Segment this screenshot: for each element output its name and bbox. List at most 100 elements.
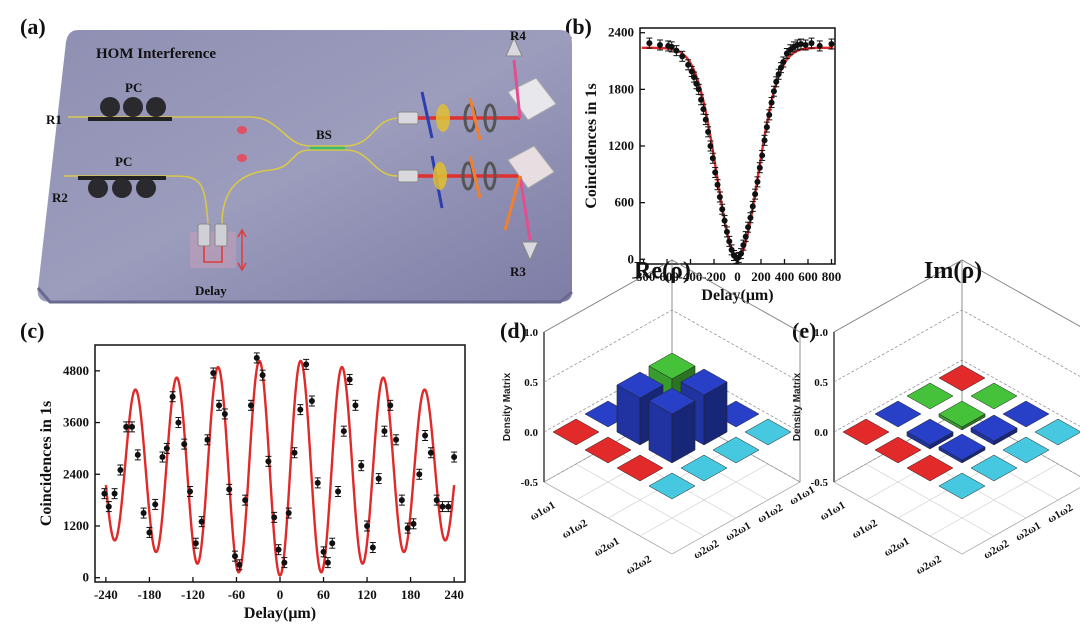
z-tick-label: 0.5 xyxy=(814,377,828,389)
data-point xyxy=(247,402,254,409)
pc1-paddle xyxy=(123,97,143,117)
data-point xyxy=(253,354,260,361)
density-bar xyxy=(1034,418,1080,446)
panel-label-c: (c) xyxy=(20,318,45,343)
data-point xyxy=(749,203,756,210)
data-point xyxy=(175,419,182,426)
density-bar xyxy=(1002,436,1050,464)
x-tick-label: 800 xyxy=(822,269,842,284)
x-tick-label: -240 xyxy=(94,587,118,602)
data-point xyxy=(439,503,446,510)
density-bar xyxy=(906,418,954,450)
photon-icon xyxy=(237,154,247,162)
bar-top xyxy=(842,418,890,446)
bar-top xyxy=(712,436,760,464)
delay-collimator xyxy=(214,223,228,247)
z-tick-label: 0.0 xyxy=(814,427,828,439)
data-point xyxy=(381,428,388,435)
density-bar xyxy=(874,436,922,464)
bar-top xyxy=(874,400,922,428)
data-point xyxy=(169,393,176,400)
data-point xyxy=(259,372,266,379)
density-bar xyxy=(906,382,954,410)
bar-top xyxy=(552,418,600,446)
y-tick-label: 0 xyxy=(83,570,90,585)
density-bar xyxy=(842,418,890,446)
x-tick-label: 0 xyxy=(277,587,284,602)
x-axis-title: Delay(μm) xyxy=(244,605,316,622)
data-point xyxy=(324,559,331,566)
pc1-base xyxy=(88,117,172,121)
density-bar xyxy=(970,414,1018,446)
bar-top xyxy=(648,387,696,415)
data-point xyxy=(335,488,342,495)
z-gridline xyxy=(543,259,801,333)
data-point xyxy=(702,116,709,123)
z-tick-label: 0.5 xyxy=(524,377,538,389)
pc2-paddle xyxy=(88,178,108,198)
bar-top xyxy=(906,418,954,446)
y-tick-label: 4800 xyxy=(63,363,89,378)
floor-grid xyxy=(639,463,769,537)
y-tick-label: 1200 xyxy=(608,138,634,153)
data-point xyxy=(747,214,754,221)
data-point xyxy=(281,559,288,566)
data-point xyxy=(777,64,784,71)
z-gridline xyxy=(833,309,1080,383)
data-point xyxy=(404,525,411,532)
data-point xyxy=(451,454,458,461)
data-point xyxy=(768,99,775,106)
y-axis-title: Coincidences in 1s xyxy=(583,83,600,208)
data-point xyxy=(721,217,728,224)
data-point xyxy=(192,540,199,547)
y-tick-label: 3600 xyxy=(63,415,89,430)
r1-label: R1 xyxy=(46,112,62,127)
data-point xyxy=(369,544,376,551)
data-point xyxy=(693,80,700,87)
x-tick-label: 0 xyxy=(734,269,741,284)
schematic-title: HOM Interference xyxy=(96,46,216,62)
x-tick-label: -600 xyxy=(655,269,679,284)
data-point xyxy=(181,441,188,448)
data-point xyxy=(329,540,336,547)
data-point xyxy=(271,514,278,521)
col-label: ω1ω1 xyxy=(818,499,847,523)
data-point xyxy=(797,41,804,48)
data-point xyxy=(358,462,365,469)
r2-label: R2 xyxy=(52,190,68,205)
data-point xyxy=(221,410,228,417)
data-point xyxy=(828,41,835,48)
data-point xyxy=(152,501,159,508)
data-point xyxy=(416,471,423,478)
data-point xyxy=(146,529,153,536)
z-gridline xyxy=(543,309,801,383)
bar-top xyxy=(938,400,986,428)
data-point xyxy=(759,152,766,159)
optical-table xyxy=(37,30,572,302)
data-point xyxy=(726,238,733,245)
data-point xyxy=(308,398,315,405)
data-point xyxy=(265,458,272,465)
bar-top xyxy=(938,433,986,461)
density-bar xyxy=(712,436,760,464)
pc1-paddle xyxy=(100,97,120,117)
data-point xyxy=(766,111,773,118)
x-tick-label: 180 xyxy=(401,587,421,602)
x-tick-label: -60 xyxy=(228,587,245,602)
fiber-r2 xyxy=(64,175,209,245)
floor-grid xyxy=(575,463,705,537)
data-point xyxy=(808,40,815,47)
chart-title: Re(ρ) xyxy=(634,258,691,284)
density-bar xyxy=(744,418,792,446)
pbs-top xyxy=(507,77,557,121)
z-gridline xyxy=(833,359,1080,433)
bar-top xyxy=(970,454,1018,482)
data-point xyxy=(226,486,233,493)
x-tick-label: 60 xyxy=(317,587,330,602)
x-tick-label: 600 xyxy=(798,269,818,284)
detector-r3 xyxy=(521,241,539,262)
z-gridline xyxy=(833,259,1080,333)
